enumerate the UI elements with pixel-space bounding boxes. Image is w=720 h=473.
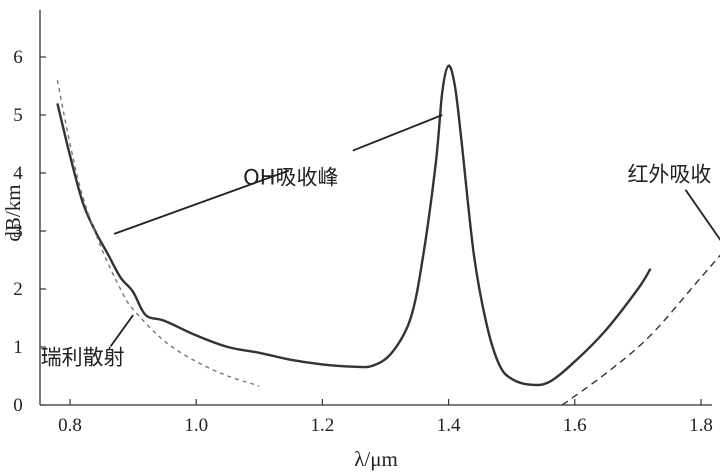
annotation-oh-absorption: OH吸收峰 (243, 166, 338, 190)
annotation-rayleigh-scattering: 瑞利散射 (41, 345, 125, 369)
annotation-leader-line (684, 189, 720, 241)
x-tick-label: 1.8 (689, 415, 713, 436)
y-tick-label: 6 (13, 47, 23, 68)
y-tick-label: 1 (13, 337, 23, 358)
x-tick-group: 0.8 1.0 1.2 1.4 1.6 1.8 (58, 399, 713, 436)
annotation-infrared-absorption: 红外吸收 (627, 163, 711, 187)
x-tick-label: 1.4 (437, 415, 461, 436)
annotation-leader-line (113, 169, 290, 235)
y-tick-group: 0 1 2 3 4 5 6 (13, 47, 46, 416)
x-axis-title: λ/μm (354, 447, 398, 471)
x-tick-label: 1.0 (184, 415, 208, 436)
y-tick-label: 4 (13, 163, 23, 184)
y-tick-label: 2 (13, 279, 23, 300)
total-loss-line (56, 64, 652, 387)
annotation-leader-line (352, 114, 443, 152)
y-tick-label: 5 (13, 105, 23, 126)
infrared-absorption-line (561, 254, 720, 406)
series-layer (56, 64, 720, 406)
annotation-leader-line (109, 314, 134, 347)
x-tick-label: 0.8 (58, 415, 82, 436)
x-tick-label: 1.6 (563, 415, 587, 436)
plot-frame (39, 10, 712, 406)
y-tick-label: 3 (13, 221, 23, 242)
y-axis-title: dB/km (1, 184, 25, 241)
x-tick-label: 1.2 (311, 415, 335, 436)
rayleigh-scattering-line (56, 80, 260, 387)
y-tick-label: 0 (13, 395, 23, 416)
